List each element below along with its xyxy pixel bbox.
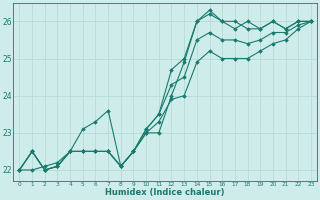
X-axis label: Humidex (Indice chaleur): Humidex (Indice chaleur) bbox=[105, 188, 225, 197]
